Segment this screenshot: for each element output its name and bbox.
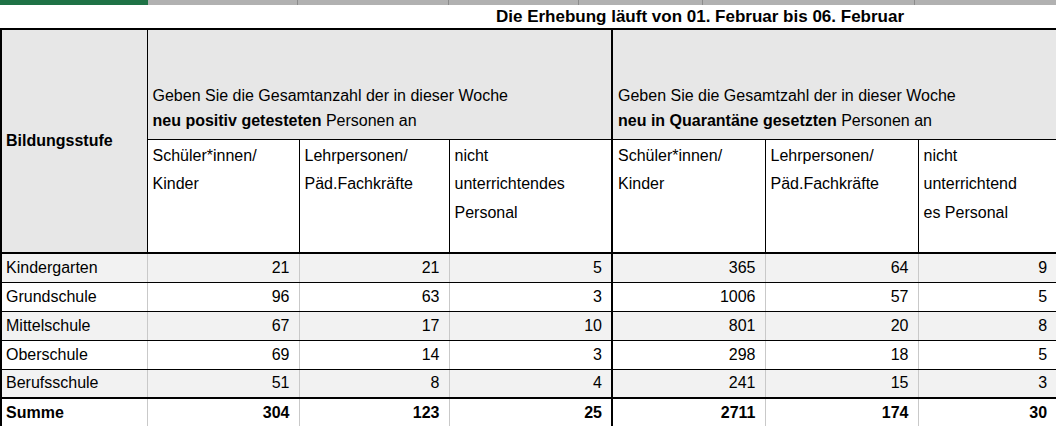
cell-value[interactable]: 9 xyxy=(918,253,1056,282)
cell-value[interactable]: 17 xyxy=(299,311,449,340)
survey-period-title: Die Erhebung läuft von 01. Februar bis 0… xyxy=(496,7,904,27)
row-label-mittelschule[interactable]: Mittelschule xyxy=(1,311,147,340)
group-header-suffix: Personen an xyxy=(837,112,932,129)
cell-value[interactable]: 20 xyxy=(765,311,918,340)
total-value[interactable]: 123 xyxy=(299,398,449,426)
group-header-positive-tests[interactable]: Geben Sie die Gesamtanzahl der in dieser… xyxy=(147,29,612,139)
row-label-grundschule[interactable]: Grundschule xyxy=(1,282,147,311)
total-value[interactable]: 30 xyxy=(918,398,1056,426)
cell-value[interactable]: 365 xyxy=(612,253,765,282)
group-header-text: Geben Sie die Gesamtzahl der in dieser W… xyxy=(618,84,1052,109)
survey-period-row: Die Erhebung läuft von 01. Februar bis 0… xyxy=(0,5,1056,28)
total-row: Summe 304 123 25 2711 174 30 xyxy=(1,398,1056,426)
cell-value[interactable]: 63 xyxy=(299,282,449,311)
group-header-bold-text: neu positiv getesteten xyxy=(153,112,322,129)
cell-value[interactable]: 10 xyxy=(449,311,612,340)
group-header-quarantine[interactable]: Geben Sie die Gesamtzahl der in dieser W… xyxy=(612,29,1056,139)
cell-value[interactable]: 69 xyxy=(147,340,299,369)
row-label-berufsschule[interactable]: Berufsschule xyxy=(1,369,147,398)
column-header-bildungsstufe[interactable]: Bildungsstufe xyxy=(1,29,147,253)
cell-value[interactable]: 4 xyxy=(449,369,612,398)
subheader-nicht-unterrichtendes-personal-2[interactable]: nicht unterrichtend es Personal xyxy=(918,139,1056,253)
cell-value[interactable]: 51 xyxy=(147,369,299,398)
cell-value[interactable]: 3 xyxy=(449,282,612,311)
cell-value[interactable]: 14 xyxy=(299,340,449,369)
cell-value[interactable]: 298 xyxy=(612,340,765,369)
total-value[interactable]: 174 xyxy=(765,398,918,426)
cell-value[interactable]: 18 xyxy=(765,340,918,369)
cell-value[interactable]: 8 xyxy=(299,369,449,398)
table-row: Grundschule 96 63 3 1006 57 5 xyxy=(1,282,1056,311)
table-row: Mittelschule 67 17 10 801 20 8 xyxy=(1,311,1056,340)
cell-value[interactable]: 67 xyxy=(147,311,299,340)
subheader-schueler-kinder-2[interactable]: Schüler*innen/ Kinder xyxy=(612,139,765,253)
table-row: Berufsschule 51 8 4 241 15 3 xyxy=(1,369,1056,398)
subheader-lehrpersonen-1[interactable]: Lehrpersonen/ Päd.Fachkräfte xyxy=(299,139,449,253)
subheader-nicht-unterrichtendes-personal-1[interactable]: nicht unterrichtendes Personal xyxy=(449,139,612,253)
cell-value[interactable]: 8 xyxy=(918,311,1056,340)
cell-value[interactable]: 5 xyxy=(449,253,612,282)
subheader-lehrpersonen-2[interactable]: Lehrpersonen/ Päd.Fachkräfte xyxy=(765,139,918,253)
cell-value[interactable]: 64 xyxy=(765,253,918,282)
cell-value[interactable]: 5 xyxy=(918,282,1056,311)
group-header-suffix: Personen an xyxy=(321,112,416,129)
table-row: Oberschule 69 14 3 298 18 5 xyxy=(1,340,1056,369)
row-label-kindergarten[interactable]: Kindergarten xyxy=(1,253,147,282)
cell-value[interactable]: 15 xyxy=(765,369,918,398)
cell-value[interactable]: 57 xyxy=(765,282,918,311)
cell-value[interactable]: 241 xyxy=(612,369,765,398)
row-label-summe[interactable]: Summe xyxy=(1,398,147,426)
total-value[interactable]: 25 xyxy=(449,398,612,426)
subheader-schueler-kinder-1[interactable]: Schüler*innen/ Kinder xyxy=(147,139,299,253)
cell-value[interactable]: 5 xyxy=(918,340,1056,369)
table-row: Kindergarten 21 21 5 365 64 9 xyxy=(1,253,1056,282)
group-header-bold-text: neu in Quarantäne gesetzten xyxy=(618,112,837,129)
cell-value[interactable]: 1006 xyxy=(612,282,765,311)
row-label-oberschule[interactable]: Oberschule xyxy=(1,340,147,369)
total-value[interactable]: 304 xyxy=(147,398,299,426)
cell-value[interactable]: 96 xyxy=(147,282,299,311)
survey-table: Bildungsstufe Geben Sie die Gesamtanzahl… xyxy=(0,28,1056,426)
cell-value[interactable]: 3 xyxy=(918,369,1056,398)
spreadsheet-capture: Die Erhebung läuft von 01. Februar bis 0… xyxy=(0,0,1056,426)
cell-value[interactable]: 3 xyxy=(449,340,612,369)
cell-value[interactable]: 21 xyxy=(147,253,299,282)
total-value[interactable]: 2711 xyxy=(612,398,765,426)
cell-value[interactable]: 801 xyxy=(612,311,765,340)
cell-value[interactable]: 21 xyxy=(299,253,449,282)
group-header-text: Geben Sie die Gesamtanzahl der in dieser… xyxy=(153,84,608,109)
